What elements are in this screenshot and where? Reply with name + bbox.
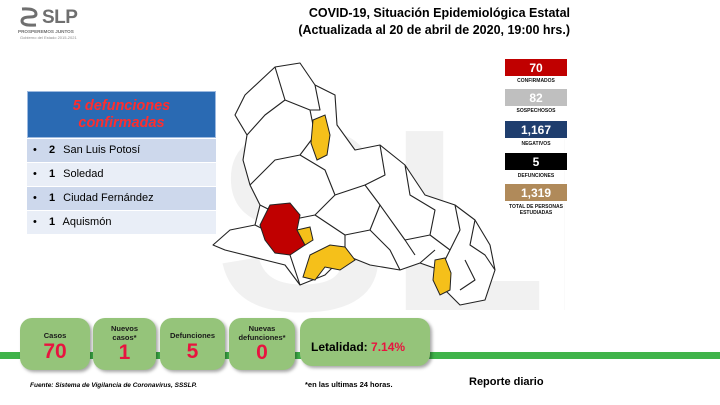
deaths-row-place: Soledad — [63, 168, 104, 180]
deaths-panel: 5 defunciones confirmadas • 2 San Luis P… — [27, 91, 216, 234]
deaths-row-count: 1 — [49, 216, 56, 228]
card-new-cases: Nuevos casos* 1 — [93, 318, 156, 370]
lethality-value: 7.14% — [371, 340, 406, 354]
deaths-heading-line1: 5 defunciones — [72, 98, 171, 114]
stat-negative-label: NEGATIVOS — [521, 141, 551, 147]
bullet: • — [33, 216, 37, 228]
deaths-heading-line2: confirmadas — [78, 115, 165, 131]
deaths-row-count: 1 — [49, 192, 56, 204]
footer-report-title: Reporte diario — [469, 376, 544, 388]
stat-suspected-label: SOSPECHOSOS — [516, 108, 556, 114]
footer-source: Fuente: Sistema de Vigilancia de Coronav… — [30, 382, 197, 389]
logo-subline: Gobierno del Estado 2015-2021 — [20, 35, 77, 40]
deaths-row: • 1 Ciudad Fernández — [27, 187, 216, 210]
deaths-row-count: 1 — [49, 168, 56, 180]
card-cases-value: 70 — [43, 339, 67, 363]
card-new-cases-label: Nuevos casos* — [110, 324, 139, 342]
deaths-row-count: 2 — [49, 144, 56, 156]
stat-confirmed-value: 70 — [504, 58, 568, 77]
slp-emblem-icon — [20, 7, 38, 27]
lethality-label: Letalidad: — [311, 340, 368, 354]
bullet: • — [33, 144, 37, 156]
logo-text: SLP — [42, 7, 78, 28]
stat-deaths-label: DEFUNCIONES — [517, 173, 555, 179]
logo-tagline: PROSPEREMOS JUNTOS — [18, 29, 74, 34]
map-municipality-ciudad-fernandez — [302, 244, 356, 281]
card-new-cases-value: 1 — [118, 341, 131, 364]
page-header: COVID-19, Situación Epidemiológica Estat… — [150, 5, 570, 39]
lethality-text: Letalidad: 7.14% — [311, 340, 405, 354]
stat-confirmed-label: CONFIRMADOS — [517, 78, 555, 84]
card-cases: Casos 70 — [20, 318, 90, 370]
card-deaths-value: 5 — [186, 339, 199, 363]
card-new-deaths-value: 0 — [256, 341, 268, 364]
card-new-deaths-label: Nuevas defunciones* — [238, 324, 286, 342]
footer-note: *en las ultimas 24 horas. — [305, 380, 393, 389]
card-lethality — [300, 318, 430, 366]
card-deaths: Defunciones 5 — [160, 318, 225, 370]
page-title: COVID-19, Situación Epidemiológica Estat… — [308, 6, 570, 20]
card-cases-label: Casos — [43, 331, 67, 340]
map-municipality-san-luis-potosi — [259, 202, 306, 256]
map-municipality-aquismon — [432, 257, 452, 296]
stat-suspected-value: 82 — [504, 88, 568, 107]
stat-deaths-value: 5 — [504, 152, 568, 171]
stat-total-value: 1,319 — [504, 183, 568, 202]
deaths-row: • 2 San Luis Potosí — [27, 139, 216, 162]
card-deaths-label: Defunciones — [169, 331, 215, 340]
deaths-heading: 5 defunciones confirmadas — [27, 91, 216, 138]
stat-negative-value: 1,167 — [504, 120, 568, 139]
stat-total-label: TOTAL DE PERSONAS ESTUDIADAS — [509, 204, 563, 216]
map-outline — [212, 62, 496, 306]
deaths-row: • 1 Aquismón — [27, 211, 216, 234]
deaths-row-place: Ciudad Fernández — [63, 192, 154, 204]
card-new-deaths: Nuevas defunciones* 0 — [229, 318, 295, 370]
map-municipality-soledad — [296, 226, 314, 246]
deaths-row-place: San Luis Potosí — [63, 144, 141, 156]
bullet: • — [33, 192, 37, 204]
deaths-row-place: Aquismón — [62, 216, 112, 228]
state-map — [212, 62, 496, 306]
bullet: • — [33, 168, 37, 180]
map-municipality-northern — [310, 114, 331, 161]
page-subtitle: (Actualizada al 20 de abril de 2020, 19:… — [298, 23, 570, 37]
slp-logo: SLP PROSPEREMOS JUNTOS Gobierno del Esta… — [18, 4, 98, 44]
deaths-row: • 1 Soledad — [27, 163, 216, 186]
